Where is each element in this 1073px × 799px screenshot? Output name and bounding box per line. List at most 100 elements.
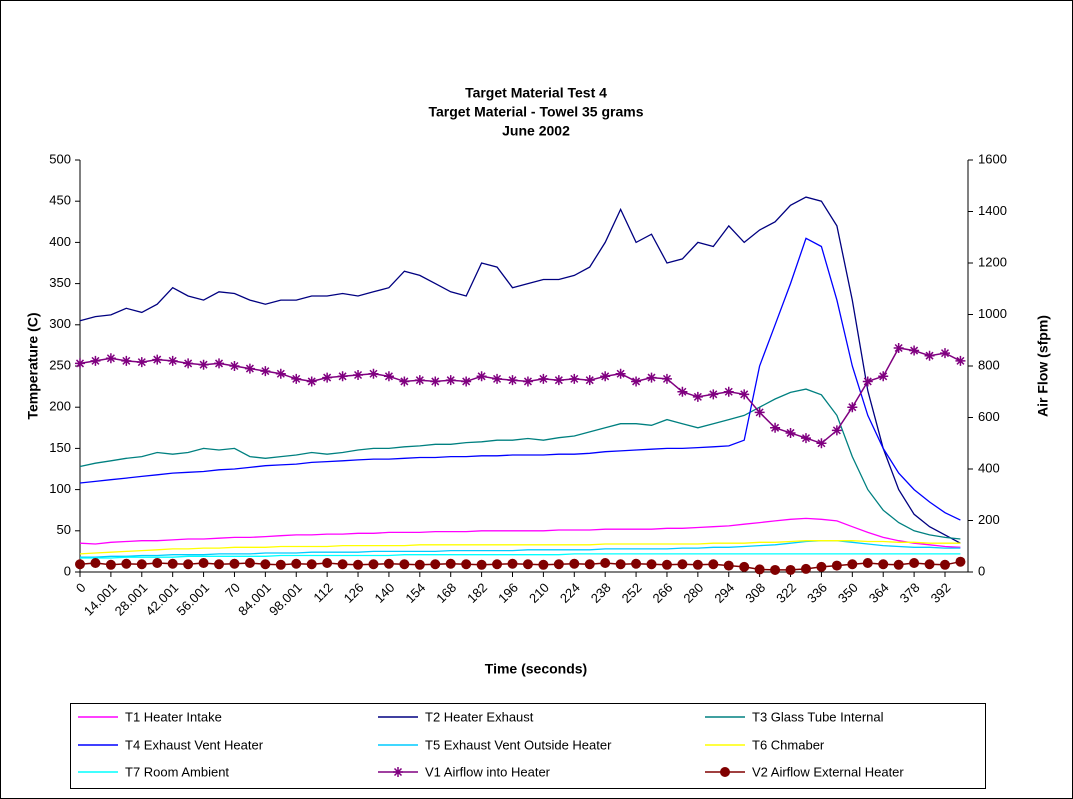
marker <box>770 564 781 575</box>
marker <box>739 561 750 572</box>
y2-tick-label: 1600 <box>978 151 1007 166</box>
marker <box>353 559 364 570</box>
marker <box>723 560 734 571</box>
legend-label: V1 Airflow into Heater <box>425 764 551 779</box>
marker <box>75 358 85 369</box>
y2-tick-label: 1200 <box>978 254 1007 269</box>
marker <box>600 557 611 568</box>
marker <box>322 372 333 383</box>
marker <box>600 371 611 382</box>
marker <box>105 559 116 570</box>
marker <box>785 564 796 575</box>
marker <box>847 559 858 570</box>
marker <box>661 373 672 384</box>
marker <box>306 376 317 387</box>
marker <box>708 559 719 570</box>
legend-label: T2 Heater Exhaust <box>425 709 534 724</box>
marker <box>878 559 889 570</box>
y2-tick-label: 0 <box>978 563 985 578</box>
y-tick-label: 150 <box>49 440 71 455</box>
marker <box>229 361 240 371</box>
marker <box>831 560 842 571</box>
legend-label: T5 Exhaust Vent Outside Heater <box>425 737 612 752</box>
marker <box>260 559 271 570</box>
y2-tick-label: 200 <box>978 512 1000 527</box>
marker <box>306 559 317 570</box>
marker <box>723 386 734 397</box>
marker <box>909 345 920 356</box>
y-tick-label: 250 <box>49 357 71 372</box>
marker <box>522 559 533 570</box>
legend-box <box>70 703 986 789</box>
legend-label: T6 Chmaber <box>752 737 825 752</box>
y-tick-label: 300 <box>49 316 71 331</box>
marker <box>383 371 394 382</box>
marker <box>646 372 657 383</box>
y-tick-label: 500 <box>49 151 71 166</box>
marker <box>291 373 302 384</box>
marker <box>831 425 842 436</box>
marker <box>615 368 626 379</box>
marker <box>739 389 750 400</box>
legend-label: T1 Heater Intake <box>125 709 222 724</box>
marker <box>538 559 549 570</box>
y-tick-label: 350 <box>49 275 71 290</box>
marker <box>90 355 101 366</box>
marker <box>492 559 503 570</box>
marker <box>445 558 456 569</box>
y2-axis-title: Air Flow (sfpm) <box>1035 315 1051 417</box>
marker <box>754 407 765 418</box>
marker <box>337 559 348 570</box>
y2-tick-label: 1000 <box>978 306 1007 321</box>
marker <box>553 375 564 386</box>
marker <box>924 559 935 570</box>
y-tick-label: 400 <box>49 234 71 249</box>
series-line <box>79 237 961 521</box>
chart-title: Target Material Test 4 <box>465 85 607 101</box>
marker <box>862 376 873 387</box>
marker <box>955 355 966 366</box>
marker <box>553 559 564 570</box>
marker <box>893 559 904 570</box>
marker <box>661 559 672 570</box>
marker <box>770 422 781 433</box>
marker <box>198 557 209 568</box>
series-line <box>79 517 961 548</box>
marker <box>940 559 950 570</box>
marker <box>522 376 533 387</box>
marker <box>430 376 441 387</box>
legend-marker <box>393 767 403 777</box>
y2-tick-label: 1400 <box>978 203 1007 218</box>
y-tick-label: 50 <box>57 522 71 537</box>
marker <box>337 371 348 382</box>
marker <box>275 559 286 570</box>
marker <box>476 371 487 382</box>
marker <box>800 433 811 444</box>
marker <box>569 558 580 569</box>
marker <box>414 375 425 386</box>
marker <box>399 376 410 387</box>
marker <box>383 558 394 569</box>
marker <box>909 557 920 568</box>
marker <box>507 375 518 386</box>
marker <box>152 557 163 568</box>
marker <box>785 427 796 438</box>
marker <box>214 358 225 369</box>
marker <box>75 559 85 570</box>
marker <box>136 559 147 570</box>
y2-tick-label: 600 <box>978 409 1000 424</box>
marker <box>275 368 286 379</box>
y-tick-label: 450 <box>49 193 71 208</box>
marker <box>584 375 595 386</box>
marker <box>816 438 827 449</box>
y-tick-label: 200 <box>49 399 71 414</box>
marker <box>631 558 642 569</box>
marker <box>940 348 950 359</box>
marker <box>167 355 178 366</box>
marker <box>121 355 132 366</box>
marker <box>631 376 642 387</box>
marker <box>507 558 518 569</box>
marker <box>800 563 811 574</box>
marker <box>584 559 595 570</box>
series-line <box>79 347 961 445</box>
